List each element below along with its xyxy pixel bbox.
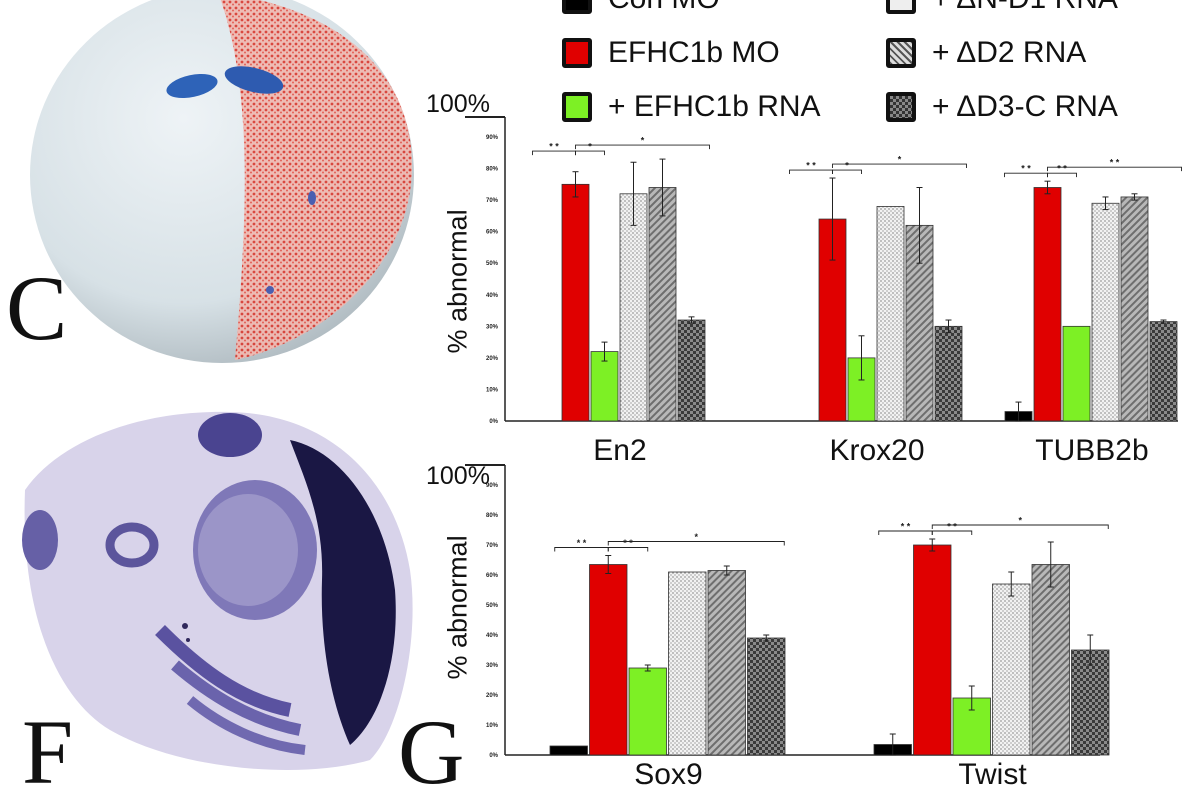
y-tick-label: 90% (486, 483, 499, 489)
significance-label: * * (1110, 158, 1120, 168)
significance-label: * * (806, 161, 816, 171)
y-tick-label: 50% (486, 261, 499, 267)
significance-bracket (607, 547, 649, 552)
bar-sox9-s5 (747, 637, 786, 756)
bar-twist-s1 (913, 544, 952, 756)
significance-label: * (588, 142, 592, 152)
significance-label: * (1018, 516, 1022, 526)
y-tick-label: 60% (486, 573, 499, 579)
legend-label: + ΔD2 RNA (932, 36, 1087, 69)
bar-tubb2b-s4 (1120, 196, 1149, 422)
bar-krox20-s5 (934, 325, 963, 422)
y-tick-label: 40% (486, 633, 499, 639)
y-tick-label: 40% (486, 293, 499, 299)
significance-label: * * (549, 142, 559, 152)
significance-label: * * (947, 522, 957, 532)
embryo-image-c (0, 0, 420, 365)
chart2-top-label: 100% (426, 462, 490, 490)
significance-label: * * (1057, 164, 1067, 174)
legend-item-d2-rna: + ΔD2 RNA (886, 36, 1086, 70)
bar-twist-s3 (992, 583, 1031, 756)
bar-twist-s5 (1071, 649, 1110, 756)
category-label-en2: En2 (593, 434, 647, 467)
panel-letter-f: F (22, 701, 74, 803)
legend-item-efhc1b-mo: EFHC1b MO (562, 36, 780, 70)
significance-label: * (694, 532, 698, 542)
significance-bracket (575, 144, 710, 150)
y-tick-label: 90% (486, 135, 499, 141)
bar-tubb2b-s1 (1033, 187, 1062, 422)
bar-krox20-s3 (876, 206, 905, 422)
y-tick-label: 30% (486, 663, 499, 669)
significance-bracket (607, 541, 785, 546)
significance-bracket (878, 530, 933, 535)
bar-twist-s4 (1031, 564, 1070, 756)
legend-swatch-d3-c-rna (886, 92, 916, 122)
significance-label: * (898, 155, 902, 165)
y-tick-label: 0% (489, 419, 498, 425)
significance-bracket (554, 547, 609, 552)
bar-sox9-s2 (628, 667, 667, 756)
significance-bracket (1047, 172, 1077, 178)
category-label-krox20: Krox20 (829, 434, 925, 467)
bar-en2-s5 (677, 319, 706, 422)
category-label-sox9: Sox9 (634, 758, 703, 791)
legend-label: + EFHC1b RNA (608, 90, 821, 123)
panel-letter-c: C (6, 257, 68, 359)
significance-label: * * (623, 538, 633, 548)
legend-item-dn-d1-rna: + ΔN-D1 RNA (886, 0, 1118, 16)
legend-swatch-dn-d1-rna (886, 0, 916, 14)
bar-tubb2b-s2 (1062, 325, 1091, 422)
category-label-twist: Twist (958, 758, 1027, 791)
significance-label: * * (901, 522, 911, 532)
legend-swatch-efhc1b-mo (562, 38, 592, 68)
legend-label: Con MO (608, 0, 720, 16)
y-tick-label: 30% (486, 324, 499, 330)
significance-bracket (931, 524, 1109, 529)
embryo-c-drawing (30, 0, 414, 363)
significance-label: * (845, 161, 849, 171)
chart1-top-label: 100% (426, 90, 490, 118)
y-tick-label: 0% (489, 753, 498, 759)
legend-swatch-d2-rna (886, 38, 916, 68)
y-tick-label: 80% (486, 167, 499, 173)
significance-bracket (832, 163, 967, 169)
legend-item-d3-c-rna: + ΔD3-C RNA (886, 90, 1118, 124)
bar-sox9-s1 (589, 564, 628, 756)
significance-label: * * (577, 538, 587, 548)
y-tick-label: 20% (486, 356, 499, 362)
bar-sox9-s0 (549, 745, 588, 756)
y-tick-label: 50% (486, 603, 499, 609)
y-tick-label: 80% (486, 513, 499, 519)
legend-label: + ΔD3-C RNA (932, 90, 1118, 123)
significance-bracket (1047, 166, 1182, 172)
significance-label: * * (1021, 164, 1031, 174)
significance-bracket (575, 150, 605, 156)
y-tick-label: 10% (486, 387, 499, 393)
legend-swatch-efhc1b-rna (562, 92, 592, 122)
legend-item-efhc1b-rna: + EFHC1b RNA (562, 90, 821, 124)
category-label-tubb2b: TUBB2b (1035, 434, 1149, 467)
y-tick-label: 70% (486, 198, 499, 204)
embryo-f-drawing (22, 411, 413, 770)
bar-sox9-s3 (668, 571, 707, 756)
legend-swatch-con-mo (562, 0, 592, 14)
y-tick-label: 70% (486, 543, 499, 549)
y-tick-label: 20% (486, 693, 499, 699)
embryo-image-f (0, 400, 420, 800)
significance-bracket (931, 530, 973, 535)
significance-label: * (641, 136, 645, 146)
bar-sox9-s4 (707, 570, 746, 756)
y-tick-label: 60% (486, 230, 499, 236)
legend-item-con-mo: Con MO (562, 0, 720, 16)
legend-label: + ΔN-D1 RNA (932, 0, 1118, 16)
significance-bracket (832, 169, 862, 175)
y-tick-label: 10% (486, 723, 499, 729)
legend-label: EFHC1b MO (608, 36, 780, 69)
panel-letter-g: G (398, 701, 465, 803)
